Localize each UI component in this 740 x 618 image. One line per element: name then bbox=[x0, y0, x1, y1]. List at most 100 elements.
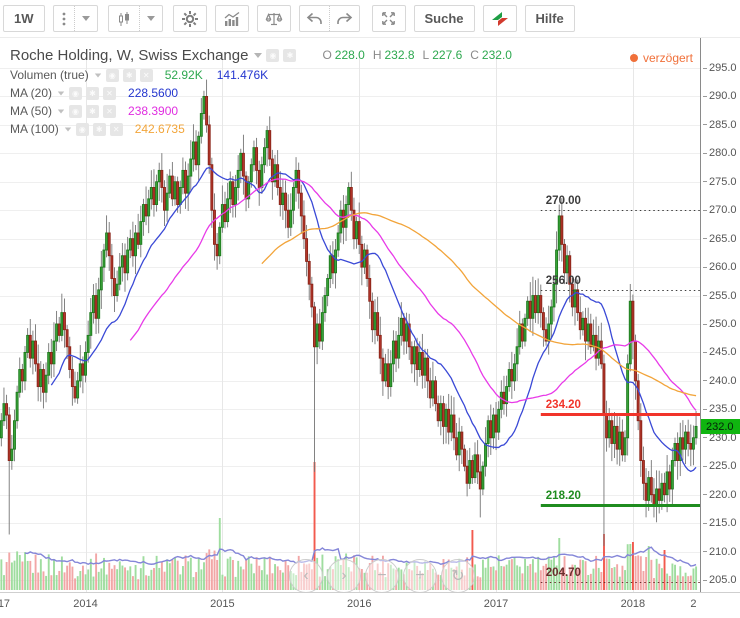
price-tick-label: 235.0 bbox=[703, 403, 737, 415]
top-toolbar: 1W bbox=[0, 0, 740, 38]
zoom-in-button[interactable]: + bbox=[403, 559, 437, 593]
indicator-caret-icon[interactable] bbox=[57, 91, 65, 95]
price-tick-label: 250.0 bbox=[703, 318, 737, 330]
indicator-caret-icon[interactable] bbox=[64, 127, 71, 131]
chevron-down-icon[interactable] bbox=[73, 6, 97, 31]
time-tick-label: 17 bbox=[0, 598, 11, 610]
close-icon[interactable]: ✕ bbox=[103, 86, 117, 100]
candle-type-button[interactable] bbox=[107, 5, 163, 32]
price-tick-label: 295.0 bbox=[703, 62, 737, 74]
time-tick-label: 2 bbox=[690, 598, 697, 610]
brand-logo-icon bbox=[491, 11, 509, 27]
indicator-caret-icon[interactable] bbox=[94, 73, 101, 77]
undo-redo-group bbox=[298, 5, 360, 32]
gear-icon[interactable]: ✱ bbox=[86, 86, 100, 100]
open-value: 228.0 bbox=[334, 48, 365, 62]
symbol-title: Roche Holding, W, Swiss Exchange bbox=[10, 46, 249, 64]
delayed-label: verzögert bbox=[642, 51, 693, 65]
indicator-row: Volumen (true) ◉ ✱ ✕ 52.92K 141.476K bbox=[10, 66, 512, 84]
time-tick-label: 2015 bbox=[210, 598, 235, 610]
reset-view-button[interactable]: ↻ bbox=[441, 559, 475, 593]
price-tick-label: 285.0 bbox=[703, 119, 737, 131]
eye-icon[interactable]: ◉ bbox=[69, 86, 83, 100]
chart-legend: Roche Holding, W, Swiss Exchange ◉ ✱ O 22… bbox=[10, 44, 512, 138]
zoom-out-button[interactable]: − bbox=[365, 559, 399, 593]
chevron-down-icon[interactable] bbox=[138, 6, 162, 31]
gear-icon[interactable]: ✱ bbox=[86, 104, 100, 118]
price-tick-label: 225.0 bbox=[703, 460, 737, 472]
interval-button[interactable]: 1W bbox=[3, 5, 45, 32]
close-icon[interactable]: ✕ bbox=[103, 104, 117, 118]
eye-icon[interactable]: ◉ bbox=[69, 104, 83, 118]
price-tick-label: 270.0 bbox=[703, 204, 737, 216]
indicator-name: MA (20) bbox=[10, 86, 53, 100]
time-tick-label: 2018 bbox=[620, 598, 646, 610]
indicator-value: 242.6735 bbox=[134, 122, 185, 136]
eye-icon[interactable]: ◉ bbox=[75, 122, 89, 136]
help-button[interactable]: Hilfe bbox=[524, 5, 575, 32]
ohlc-values: O 228.0 H 232.8 L 227.6 C 232.0 bbox=[322, 48, 512, 62]
indicator-name: Volumen (true) bbox=[10, 68, 89, 82]
undo-button[interactable] bbox=[300, 6, 329, 31]
fullscreen-button[interactable] bbox=[371, 5, 406, 32]
time-tick-label: 2014 bbox=[73, 598, 98, 610]
indicator-row: MA (20) ◉ ✱ ✕ 228.5600 bbox=[10, 84, 512, 102]
gear-icon[interactable]: ✱ bbox=[122, 68, 136, 82]
compare-button[interactable] bbox=[256, 5, 291, 32]
price-tick-label: 220.0 bbox=[703, 489, 737, 501]
indicator-value: 52.92K bbox=[164, 68, 203, 82]
symbol-menu-caret-icon[interactable] bbox=[254, 52, 263, 58]
indicator-value: 141.476K bbox=[216, 68, 269, 82]
indicator-row: MA (100) ◉ ✱ ✕ 242.6735 bbox=[10, 120, 512, 138]
candlestick-icon[interactable] bbox=[109, 6, 139, 31]
gear-icon[interactable]: ✱ bbox=[92, 122, 106, 136]
brand-logo-button[interactable] bbox=[482, 5, 517, 32]
indicators-chart-icon bbox=[223, 11, 241, 27]
price-axis[interactable]: 295.0 290.0 285.0 280.0 275.0 270.0 265.0 260.0… bbox=[700, 38, 740, 592]
fullscreen-icon bbox=[380, 10, 397, 27]
indicator-value: 228.5600 bbox=[128, 86, 179, 100]
delayed-data-badge: verzögert bbox=[629, 51, 693, 65]
scales-icon bbox=[265, 11, 283, 27]
close-icon[interactable]: ✕ bbox=[139, 68, 153, 82]
redo-button[interactable] bbox=[328, 6, 359, 31]
search-button[interactable]: Suche bbox=[413, 5, 475, 32]
gear-icon bbox=[181, 10, 199, 28]
price-tick-label: 290.0 bbox=[703, 90, 737, 102]
symbol-title-row: Roche Holding, W, Swiss Exchange ◉ ✱ O 22… bbox=[10, 44, 512, 66]
settings-button[interactable] bbox=[172, 5, 207, 32]
price-tick-label: 205.0 bbox=[703, 574, 737, 586]
price-tick-label: 275.0 bbox=[703, 176, 737, 188]
scroll-left-button[interactable]: ‹ bbox=[289, 559, 323, 593]
chart-style-menu-button[interactable] bbox=[52, 5, 98, 32]
close-value: 232.0 bbox=[481, 48, 512, 62]
indicator-row: MA (50) ◉ ✱ ✕ 238.3900 bbox=[10, 102, 512, 120]
price-tick-label: 260.0 bbox=[703, 261, 737, 273]
indicator-name: MA (50) bbox=[10, 104, 53, 118]
price-tick-label: 245.0 bbox=[703, 346, 737, 358]
dots-menu-icon[interactable] bbox=[54, 6, 74, 31]
close-icon[interactable]: ✕ bbox=[109, 122, 123, 136]
indicator-caret-icon[interactable] bbox=[57, 109, 65, 113]
indicators-button[interactable] bbox=[214, 5, 249, 32]
delayed-dot-icon bbox=[629, 54, 638, 62]
price-tick-label: 240.0 bbox=[703, 375, 737, 387]
eye-icon[interactable]: ◉ bbox=[105, 68, 119, 82]
price-tick-label: 255.0 bbox=[703, 290, 737, 302]
gear-icon[interactable]: ✱ bbox=[283, 48, 297, 62]
scroll-right-button[interactable]: › bbox=[327, 559, 361, 593]
high-value: 232.8 bbox=[384, 48, 415, 62]
price-tick-label: 265.0 bbox=[703, 233, 737, 245]
current-price-badge: 232.0 bbox=[701, 419, 740, 435]
price-tick-label: 210.0 bbox=[703, 546, 737, 558]
indicator-name: MA (100) bbox=[10, 122, 59, 136]
price-tick-label: 215.0 bbox=[703, 517, 737, 529]
time-axis[interactable]: 17 2014 2015 2016 2017 2018 2 bbox=[0, 592, 740, 618]
time-tick-label: 2017 bbox=[483, 598, 509, 610]
time-tick-label: 2016 bbox=[346, 598, 372, 610]
price-tick-label: 230.0 bbox=[703, 432, 737, 444]
low-value: 227.6 bbox=[432, 48, 463, 62]
eye-icon[interactable]: ◉ bbox=[266, 48, 280, 62]
indicator-value: 238.3900 bbox=[128, 104, 179, 118]
